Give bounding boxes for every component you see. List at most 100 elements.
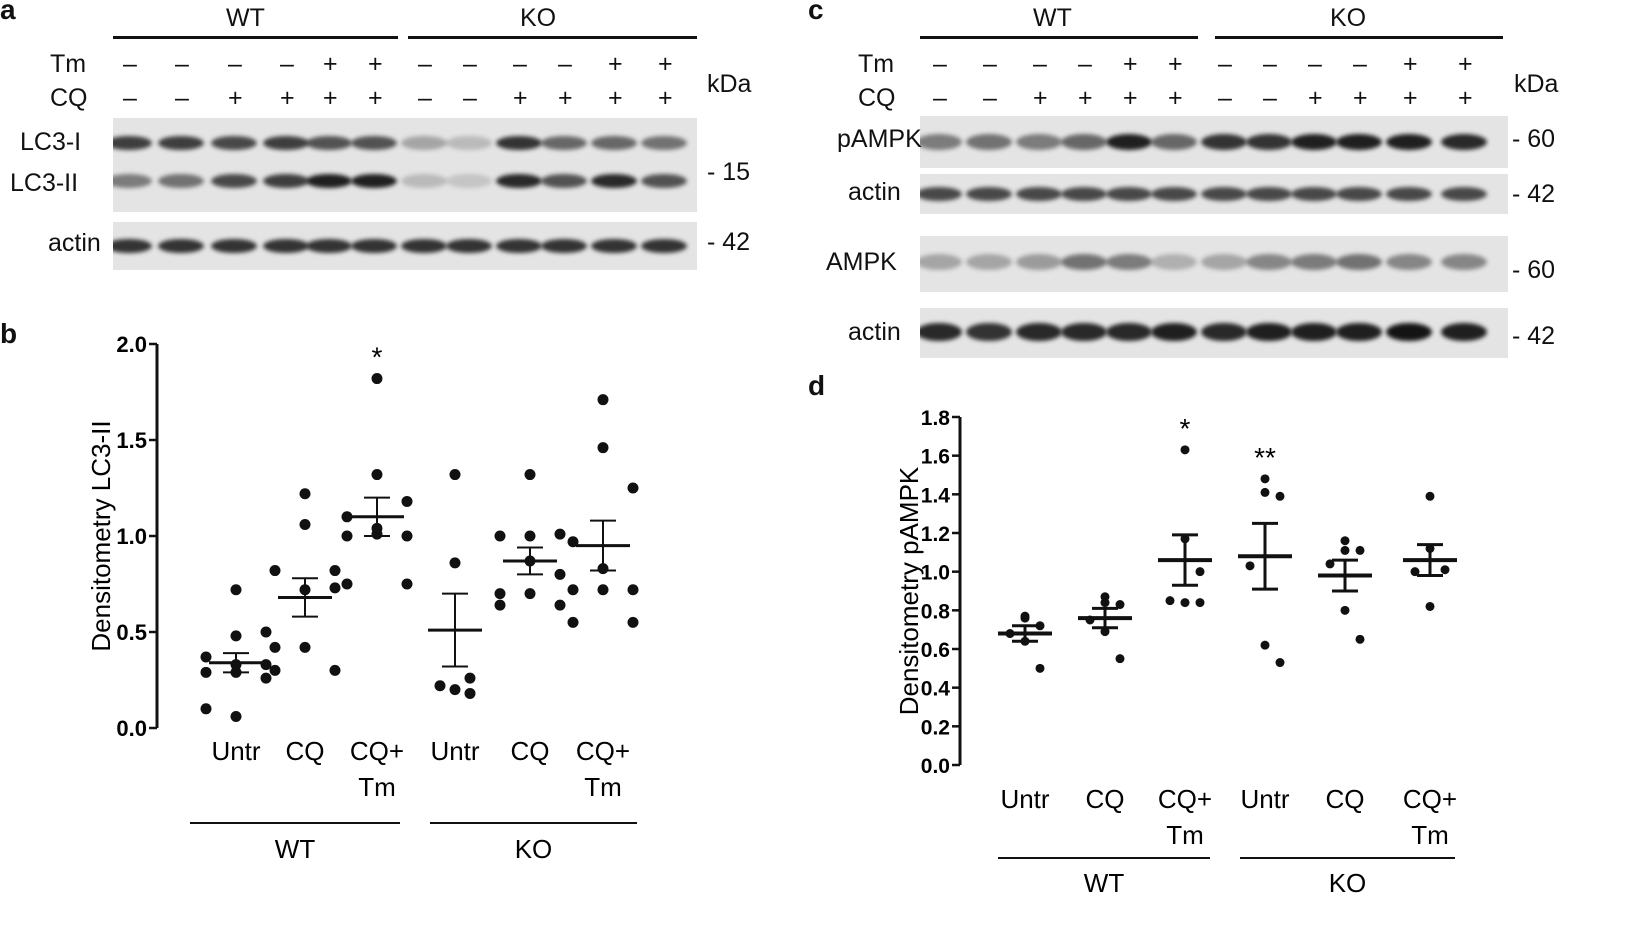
- band: [446, 174, 492, 188]
- data-point: [1020, 613, 1030, 623]
- data-point: [1195, 598, 1205, 608]
- lane-mark-cq: +: [658, 84, 673, 112]
- x-category-label: Tm: [584, 772, 622, 802]
- band: [591, 239, 637, 253]
- lane-mark-cq: +: [608, 84, 623, 112]
- data-point: [230, 630, 242, 642]
- lane-mark-tm: –: [280, 50, 294, 78]
- lane-mark-tm: –: [418, 50, 432, 78]
- data-point: [449, 469, 461, 481]
- data-point: [1275, 491, 1285, 501]
- data-point: [1260, 640, 1270, 650]
- lane-mark-tm: –: [1263, 50, 1277, 78]
- band: [920, 254, 962, 270]
- y-tick-label: 1.6: [921, 446, 950, 469]
- y-tick-label: 0.0: [116, 716, 147, 741]
- lane-mark-cq: –: [933, 84, 947, 112]
- data-point: [260, 672, 272, 684]
- x-category-label: CQ+: [576, 736, 630, 766]
- data-point: [1245, 561, 1255, 571]
- wt-bracket: [113, 36, 398, 39]
- band: [211, 136, 257, 150]
- band: [401, 136, 447, 150]
- ko-bracket: [408, 36, 697, 39]
- band: [1106, 187, 1152, 201]
- band-label-lc3-ii: LC3-II: [10, 169, 79, 197]
- x-category-label: CQ+: [350, 736, 404, 766]
- band: [1441, 187, 1487, 201]
- data-point: [401, 578, 413, 590]
- band: [1016, 187, 1062, 201]
- data-point: [1035, 621, 1045, 631]
- data-point: [230, 710, 242, 722]
- x-category-label: CQ: [286, 736, 325, 766]
- band: [113, 174, 152, 188]
- x-category-label: Tm: [1166, 820, 1204, 850]
- band: [211, 239, 257, 253]
- band: [1336, 187, 1382, 201]
- blot-lc3: [113, 118, 697, 212]
- blot-actin-c1: [920, 174, 1508, 214]
- band: [1151, 254, 1197, 270]
- band: [446, 136, 492, 150]
- band: [966, 323, 1012, 341]
- x-category-label: CQ: [1326, 784, 1365, 814]
- band: [641, 174, 687, 188]
- lane-mark-tm: +: [323, 50, 338, 78]
- row-label-tm: Tm: [50, 50, 87, 78]
- x-category-label: Untr: [1240, 784, 1289, 814]
- data-point: [524, 469, 536, 481]
- data-point: [1165, 596, 1175, 606]
- band: [1106, 323, 1152, 341]
- lane-mark-tm: +: [1168, 50, 1183, 78]
- band: [1291, 254, 1337, 270]
- data-point: [1425, 491, 1435, 501]
- data-point: [1355, 545, 1365, 555]
- data-point: [449, 557, 461, 569]
- data-point: [329, 565, 341, 577]
- row-label-cq: CQ: [50, 84, 88, 112]
- lane-mark-tm: –: [1218, 50, 1232, 78]
- lane-mark-cq: +: [1403, 84, 1418, 112]
- data-point: [1180, 598, 1190, 608]
- panel-label-a: a: [0, 0, 16, 25]
- y-tick-label: 0.5: [116, 620, 147, 645]
- y-tick-label: 1.4: [921, 484, 951, 507]
- data-point: [329, 664, 341, 676]
- row-label-cq-c: CQ: [858, 84, 896, 112]
- band: [401, 174, 447, 188]
- band: [1386, 187, 1432, 201]
- data-point: [597, 442, 609, 454]
- band-label-lc3-i: LC3-I: [20, 128, 82, 156]
- band: [1291, 187, 1337, 201]
- band: [641, 239, 687, 253]
- lane-mark-tm: +: [608, 50, 623, 78]
- y-tick-label: 1.8: [921, 407, 951, 430]
- data-point: [494, 588, 506, 600]
- data-point: [341, 511, 353, 523]
- data-point: [1180, 445, 1190, 455]
- data-point: [299, 641, 311, 653]
- band: [1061, 134, 1107, 150]
- band: [1336, 134, 1382, 150]
- group-label: KO: [1329, 868, 1367, 898]
- marker-60-c2: - 60: [1512, 256, 1556, 284]
- significance-marker: *: [1180, 413, 1191, 444]
- data-point: [329, 582, 341, 594]
- marker-42: - 42: [707, 228, 751, 256]
- lane-mark-cq: +: [368, 84, 383, 112]
- band: [966, 254, 1012, 270]
- band: [1201, 187, 1247, 201]
- band: [1441, 134, 1487, 150]
- significance-marker: *: [372, 342, 383, 373]
- data-point: [230, 584, 242, 596]
- lane-mark-tm: –: [558, 50, 572, 78]
- band: [591, 136, 637, 150]
- data-point: [1100, 598, 1110, 608]
- band: [1246, 323, 1292, 341]
- lane-mark-tm: +: [1123, 50, 1138, 78]
- group-label-ko-c: KO: [1330, 4, 1367, 32]
- band-label-ampk: AMPK: [826, 248, 897, 276]
- data-point: [567, 616, 579, 628]
- y-tick-label: 0.0: [921, 755, 950, 778]
